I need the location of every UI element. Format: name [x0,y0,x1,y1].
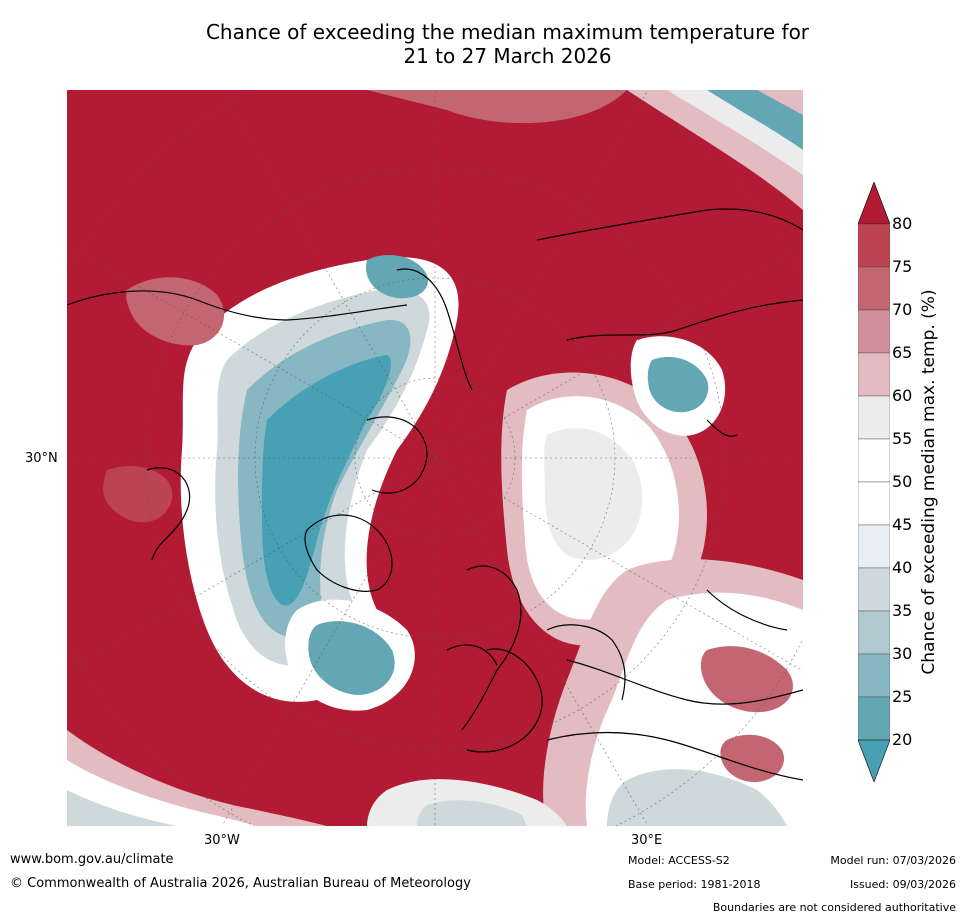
colorbar-band [857,481,891,526]
colorbar-tick: 55 [892,429,913,448]
colorbar-title: Chance of exceeding median max. temp. (%… [919,289,939,675]
colorbar-tick: 80 [892,214,913,233]
colorbar-tick: 20 [892,730,913,749]
colorbar-tick: 25 [892,687,913,706]
colorbar-band [857,524,891,569]
colorbar-band [857,610,891,655]
lat-label-30n: 30°N [25,451,58,466]
title-line-2: 21 to 27 March 2026 [403,44,612,68]
footer-url[interactable]: www.bom.gov.au/climate [10,852,174,867]
colorbar-tick: 50 [892,472,913,491]
colorbar-band [857,653,891,698]
map-canvas [67,90,803,826]
probability-map [67,90,803,826]
chart-title: Chance of exceeding the median maximum t… [0,20,965,68]
colorbar-band [857,223,891,268]
colorbar-band [857,266,891,311]
colorbar-tick: 75 [892,257,913,276]
colorbar-band [857,567,891,612]
footer-base-period: Base period: 1981-2018 [628,878,761,891]
footer-issued: Issued: 09/03/2026 [849,878,956,891]
colorbar-band [857,352,891,397]
colorbar-tick: 60 [892,386,913,405]
colorbar-tick: 70 [892,300,913,319]
title-line-1: Chance of exceeding the median maximum t… [205,20,810,44]
colorbar [857,181,891,783]
colorbar-band [857,309,891,354]
colorbar-tick: 30 [892,644,913,663]
lon-label-30w: 30°W [204,833,240,848]
colorbar-tick: 45 [892,515,913,534]
colorbar-extend-top [857,181,891,225]
colorbar-tick: 35 [892,601,913,620]
lon-label-30e: 30°E [631,833,663,848]
footer-copyright: © Commonwealth of Australia 2026, Austra… [10,876,471,891]
footer-model: Model: ACCESS-S2 [628,854,730,867]
colorbar-tick: 65 [892,343,913,362]
colorbar-extend-bottom [857,739,891,783]
footer-disclaimer: Boundaries are not considered authoritat… [712,901,956,914]
footer-model-run: Model run: 07/03/2026 [830,854,956,867]
colorbar-band [857,438,891,483]
colorbar-swatches [857,181,891,783]
colorbar-tick: 40 [892,558,913,577]
colorbar-band [857,696,891,741]
colorbar-band [857,395,891,440]
